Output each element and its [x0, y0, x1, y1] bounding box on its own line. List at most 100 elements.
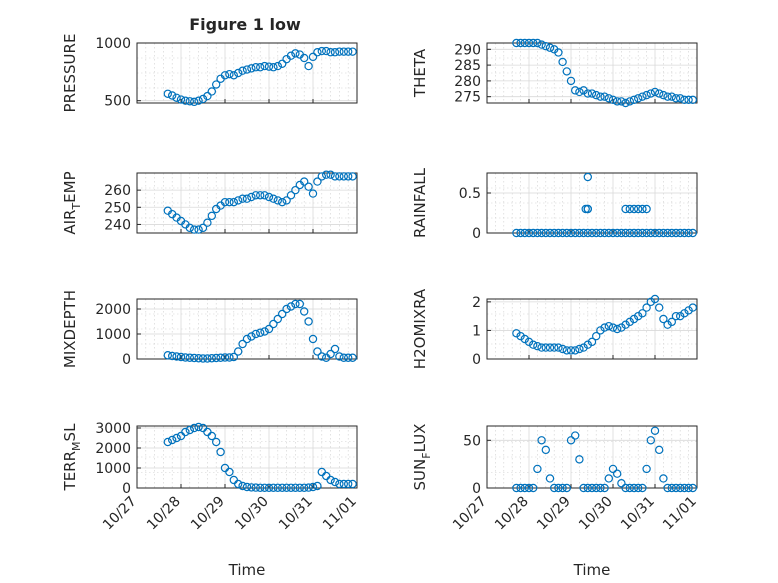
x-tick-label: 11/01 [660, 494, 700, 534]
data-point [642, 90, 651, 100]
data-point [587, 337, 597, 347]
y-tick-label: 260 [104, 183, 131, 199]
data-point [537, 40, 546, 49]
y-axis-label: RAINFALL [411, 167, 429, 238]
data-point [269, 63, 278, 72]
data-point [625, 204, 635, 214]
data-point [317, 352, 326, 361]
y-tick-label: 0 [472, 481, 481, 497]
data-point [167, 435, 177, 445]
subplot-6: 0 1 2 H2OMIXRA [411, 288, 698, 369]
data-point [198, 354, 208, 363]
data-point [300, 53, 309, 63]
y-tick-label: 0 [472, 226, 481, 242]
data-point [516, 38, 525, 48]
data-point [300, 307, 309, 316]
figure-title: Figure 1 low [189, 15, 301, 34]
data-point [596, 326, 605, 335]
data-point [256, 191, 265, 200]
data-point [529, 483, 538, 493]
data-point [575, 87, 584, 97]
data-point [326, 475, 335, 485]
data-point [313, 177, 322, 186]
data-point [348, 479, 357, 489]
data-point [642, 204, 651, 214]
data-point [617, 323, 626, 332]
data-point [348, 172, 357, 181]
x-tick-label: 10/30 [576, 494, 616, 534]
data-point [225, 197, 234, 207]
data-point [260, 61, 269, 71]
data-point [163, 351, 172, 360]
data-point [163, 89, 172, 98]
data-point [286, 51, 296, 60]
data-point [638, 204, 647, 214]
data-point [676, 483, 685, 493]
data-point [638, 92, 647, 101]
data-point [242, 482, 252, 492]
data-point [659, 474, 668, 483]
data-point [278, 483, 287, 492]
y-tick-label: 285 [454, 58, 481, 74]
data-point [220, 353, 230, 362]
data-point [211, 437, 221, 447]
data-point [203, 218, 212, 227]
data-point [251, 191, 260, 200]
data-point [529, 340, 538, 349]
data-point [251, 483, 260, 492]
data-point [304, 182, 313, 191]
data-point [348, 47, 357, 56]
data-point [216, 447, 225, 457]
data-point [621, 320, 630, 329]
data-point [554, 483, 563, 493]
data-point [313, 347, 322, 356]
data-point [203, 91, 212, 101]
subplot-8: 0 50 10/27 10/28 10/29 10/30 10/31 11/01 SUNFLUX… [411, 424, 700, 579]
data-point [566, 346, 576, 355]
y-tick-label: 0 [472, 352, 481, 368]
data-point [592, 90, 601, 100]
data-point [688, 483, 698, 493]
data-point [176, 352, 186, 362]
data-point [684, 95, 693, 105]
data-point [269, 319, 278, 329]
data-point [524, 483, 534, 493]
data-point [339, 353, 348, 362]
data-point [671, 483, 681, 493]
data-point [558, 57, 567, 67]
data-point [667, 228, 677, 238]
data-point [533, 341, 542, 351]
data-point [181, 427, 190, 437]
y-tick-label: 50 [463, 433, 481, 449]
data-point [634, 228, 643, 238]
data-point [181, 353, 190, 362]
data-point [646, 228, 656, 238]
data-point [621, 204, 630, 214]
data-point [625, 317, 635, 327]
data-point [545, 228, 555, 238]
data-point [655, 303, 664, 312]
y-tick-label: 2000 [95, 302, 131, 318]
data-point [286, 302, 296, 311]
data-point [282, 196, 291, 205]
data-point [600, 483, 609, 493]
data-point [247, 64, 256, 73]
data-point [613, 324, 622, 334]
data-point [554, 228, 563, 238]
data-point [575, 344, 584, 354]
data-point [286, 191, 296, 200]
y-tick-label: 1 [472, 323, 481, 339]
data-point [629, 95, 639, 105]
data-point [269, 194, 278, 203]
data-point [172, 433, 181, 443]
data-point [251, 329, 260, 339]
data-point [537, 436, 546, 445]
data-point [247, 483, 256, 492]
data-point [189, 97, 199, 107]
data-point [684, 483, 693, 493]
data-point [583, 483, 593, 493]
data-point [558, 483, 567, 493]
data-point [613, 469, 622, 478]
data-point [604, 474, 614, 483]
data-point [688, 95, 698, 105]
